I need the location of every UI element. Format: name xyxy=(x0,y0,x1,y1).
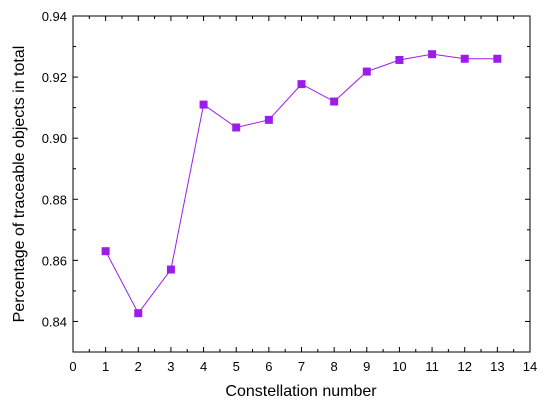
x-axis-title: Constellation number xyxy=(225,383,377,400)
x-tick-label: 6 xyxy=(265,359,272,374)
x-tick-label: 11 xyxy=(425,359,439,374)
data-point xyxy=(362,67,371,76)
x-tick-label: 5 xyxy=(233,359,240,374)
y-tick-label: 0.88 xyxy=(42,192,67,207)
data-point xyxy=(428,50,437,59)
x-tick-label: 3 xyxy=(167,359,174,374)
x-tick-labels: 0 1 2 3 4 5 6 7 8 9 10 11 12 13 14 xyxy=(69,359,537,374)
x-tick-label: 14 xyxy=(523,359,537,374)
data-point xyxy=(199,100,208,109)
y-tick-label: 0.92 xyxy=(42,70,67,85)
data-point xyxy=(134,309,143,318)
y-tick-label: 0.84 xyxy=(42,314,67,329)
data-point xyxy=(264,115,273,124)
y-axis-title: Percentage of traceable objects in total xyxy=(11,46,28,323)
x-tick-label: 4 xyxy=(200,359,207,374)
data-point xyxy=(330,97,339,106)
x-tick-label: 7 xyxy=(298,359,305,374)
x-tick-label: 10 xyxy=(392,359,406,374)
x-tick-label: 1 xyxy=(102,359,109,374)
y-tick-label: 0.86 xyxy=(42,253,67,268)
series-line xyxy=(105,53,498,315)
x-tick-label: 12 xyxy=(457,359,471,374)
x-tick-label: 13 xyxy=(490,359,504,374)
plot-frame xyxy=(72,15,531,353)
data-point xyxy=(297,80,306,89)
data-point xyxy=(101,247,110,256)
data-point xyxy=(395,55,404,64)
x-tick-label: 9 xyxy=(363,359,370,374)
y-tick-labels: 0.84 0.86 0.88 0.90 0.92 0.94 xyxy=(42,9,67,329)
data-point xyxy=(460,54,469,63)
series-markers xyxy=(101,50,502,318)
y-tick-label: 0.90 xyxy=(42,131,67,146)
x-tick-label: 0 xyxy=(69,359,76,374)
data-point xyxy=(166,265,175,274)
x-tick-label: 2 xyxy=(135,359,142,374)
y-tick-label: 0.94 xyxy=(42,9,67,24)
x-tick-label: 8 xyxy=(331,359,338,374)
data-point xyxy=(493,54,502,63)
axis-ticks xyxy=(72,15,531,352)
data-point xyxy=(232,123,241,132)
